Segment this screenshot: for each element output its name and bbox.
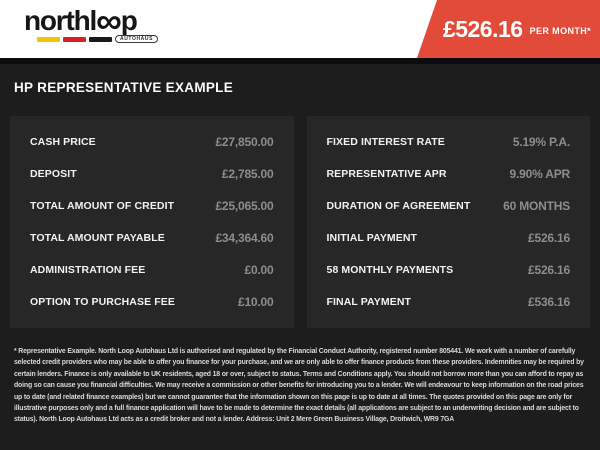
finance-row-cash-price: CASH PRICE £27,850.00	[30, 126, 274, 158]
northloop-logo: northl∞p AUTOHAUS	[24, 3, 159, 43]
finance-panels: CASH PRICE £27,850.00 DEPOSIT £2,785.00 …	[10, 116, 590, 328]
row-label: 58 MONTHLY PAYMENTS	[326, 264, 454, 276]
logo-wordmark: northl∞p	[24, 3, 158, 39]
row-value: £0.00	[244, 263, 274, 277]
row-label: TOTAL AMOUNT PAYABLE	[30, 232, 165, 244]
row-label: REPRESENTATIVE APR	[326, 168, 447, 180]
stripe-yellow	[37, 36, 60, 42]
finance-row-admin-fee: ADMINISTRATION FEE £0.00	[30, 254, 274, 286]
row-label: TOTAL AMOUNT OF CREDIT	[30, 200, 175, 212]
legal-disclaimer: * Representative Example. North Loop Aut…	[14, 348, 584, 424]
finance-panel-left: CASH PRICE £27,850.00 DEPOSIT £2,785.00 …	[10, 116, 294, 328]
row-value: 60 MONTHS	[503, 199, 570, 213]
finance-panel-right: FIXED INTEREST RATE 5.19% P.A. REPRESENT…	[306, 116, 590, 328]
monthly-price-suffix: PER MONTH*	[529, 26, 592, 36]
finance-row-fixed-interest-rate: FIXED INTEREST RATE 5.19% P.A.	[327, 126, 571, 158]
logo-flag-stripe: AUTOHAUS	[37, 35, 159, 43]
row-value: £526.16	[528, 263, 570, 277]
row-value: £526.16	[528, 231, 570, 245]
row-label: ADMINISTRATION FEE	[30, 264, 146, 276]
logo-text-tail: p	[120, 5, 138, 36]
logo-text-main: northl	[24, 5, 97, 36]
finance-row-representative-apr: REPRESENTATIVE APR 9.90% APR	[327, 158, 571, 190]
finance-row-total-payable: TOTAL AMOUNT PAYABLE £34,364.60	[30, 222, 274, 254]
finance-row-duration: DURATION OF AGREEMENT 60 MONTHS	[327, 190, 571, 222]
row-value: £2,785.00	[221, 167, 274, 181]
infinity-icon: ∞	[96, 0, 122, 41]
row-label: CASH PRICE	[30, 136, 96, 148]
finance-row-total-credit: TOTAL AMOUNT OF CREDIT £25,065.00	[30, 190, 274, 222]
row-value: £27,850.00	[215, 135, 274, 149]
finance-row-deposit: DEPOSIT £2,785.00	[30, 158, 274, 190]
finance-row-monthly-payments: 58 MONTHLY PAYMENTS £526.16	[327, 254, 571, 286]
finance-row-option-to-purchase-fee: OPTION TO PURCHASE FEE £10.00	[30, 286, 274, 318]
row-label: DEPOSIT	[30, 168, 77, 180]
row-value: £25,065.00	[215, 199, 274, 213]
row-value: £10.00	[237, 295, 274, 309]
header-divider	[0, 58, 600, 64]
page-title: HP REPRESENTATIVE EXAMPLE	[14, 80, 234, 95]
stripe-red	[63, 36, 86, 42]
row-label: INITIAL PAYMENT	[326, 232, 418, 244]
row-label: FINAL PAYMENT	[326, 296, 412, 308]
finance-row-final-payment: FINAL PAYMENT £536.16	[327, 286, 571, 318]
monthly-price-amount: £526.16	[442, 15, 523, 42]
row-value: £536.16	[528, 295, 570, 309]
row-value: £34,364.60	[215, 231, 274, 245]
row-value: 5.19% P.A.	[512, 135, 570, 149]
autohaus-badge: AUTOHAUS	[115, 35, 159, 43]
row-label: DURATION OF AGREEMENT	[326, 200, 471, 212]
finance-row-initial-payment: INITIAL PAYMENT £526.16	[327, 222, 571, 254]
header: northl∞p AUTOHAUS £526.16 PER MONTH*	[0, 0, 600, 58]
monthly-price-badge: £526.16 PER MONTH*	[417, 0, 600, 58]
stripe-black	[89, 36, 112, 42]
row-label: OPTION TO PURCHASE FEE	[30, 296, 175, 308]
row-label: FIXED INTEREST RATE	[326, 136, 445, 148]
row-value: 9.90% APR	[509, 167, 571, 181]
